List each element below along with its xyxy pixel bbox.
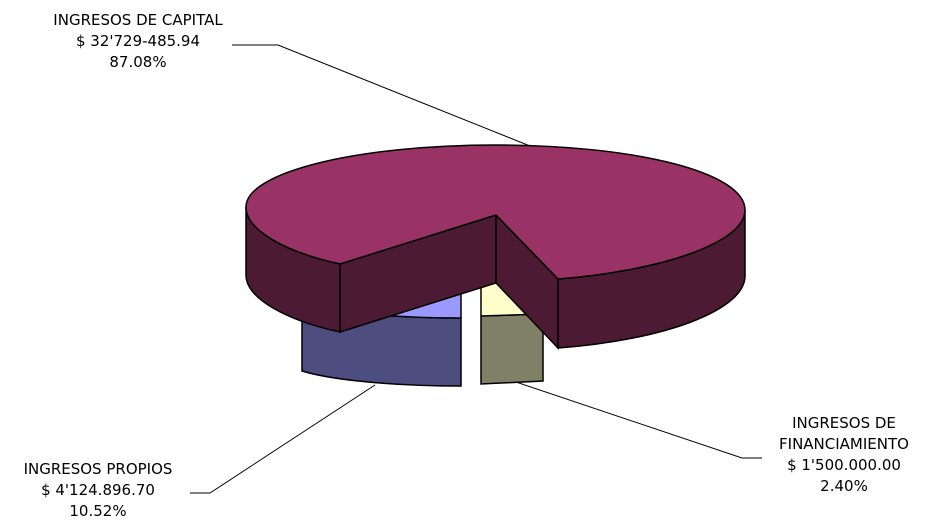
- data-label-financiamiento-name2: FINANCIAMIENTO: [779, 435, 909, 453]
- slice-capital: [245, 144, 746, 350]
- data-label-propios-amount: $ 4'124.896.70: [41, 481, 155, 499]
- data-label-capital-percent: 87.08%: [109, 53, 167, 71]
- leader-line-propios: [190, 384, 376, 494]
- data-label-financiamiento-name1: INGRESOS DE: [792, 414, 896, 432]
- data-label-propios: INGRESOS PROPIOS $ 4'124.896.70 10.52%: [8, 459, 188, 522]
- data-label-propios-percent: 10.52%: [69, 502, 127, 520]
- leader-line-financiamiento: [509, 379, 762, 459]
- leader-lines: [190, 44, 762, 494]
- data-label-capital: INGRESOS DE CAPITAL $ 32'729-485.94 87.0…: [40, 10, 236, 73]
- leader-line-capital: [232, 44, 546, 153]
- data-label-capital-amount: $ 32'729-485.94: [75, 32, 201, 50]
- data-label-propios-name: INGRESOS PROPIOS: [23, 460, 173, 478]
- data-label-financiamiento-amount: $ 1'500.000.00: [787, 456, 901, 474]
- slice-financiamiento-side: [480, 313, 544, 385]
- data-label-capital-name: INGRESOS DE CAPITAL: [53, 11, 223, 29]
- data-label-financiamiento-percent: 2.40%: [820, 477, 868, 495]
- slice-capital-top: [245, 144, 746, 280]
- data-label-financiamiento: INGRESOS DE FINANCIAMIENTO $ 1'500.000.0…: [764, 413, 924, 497]
